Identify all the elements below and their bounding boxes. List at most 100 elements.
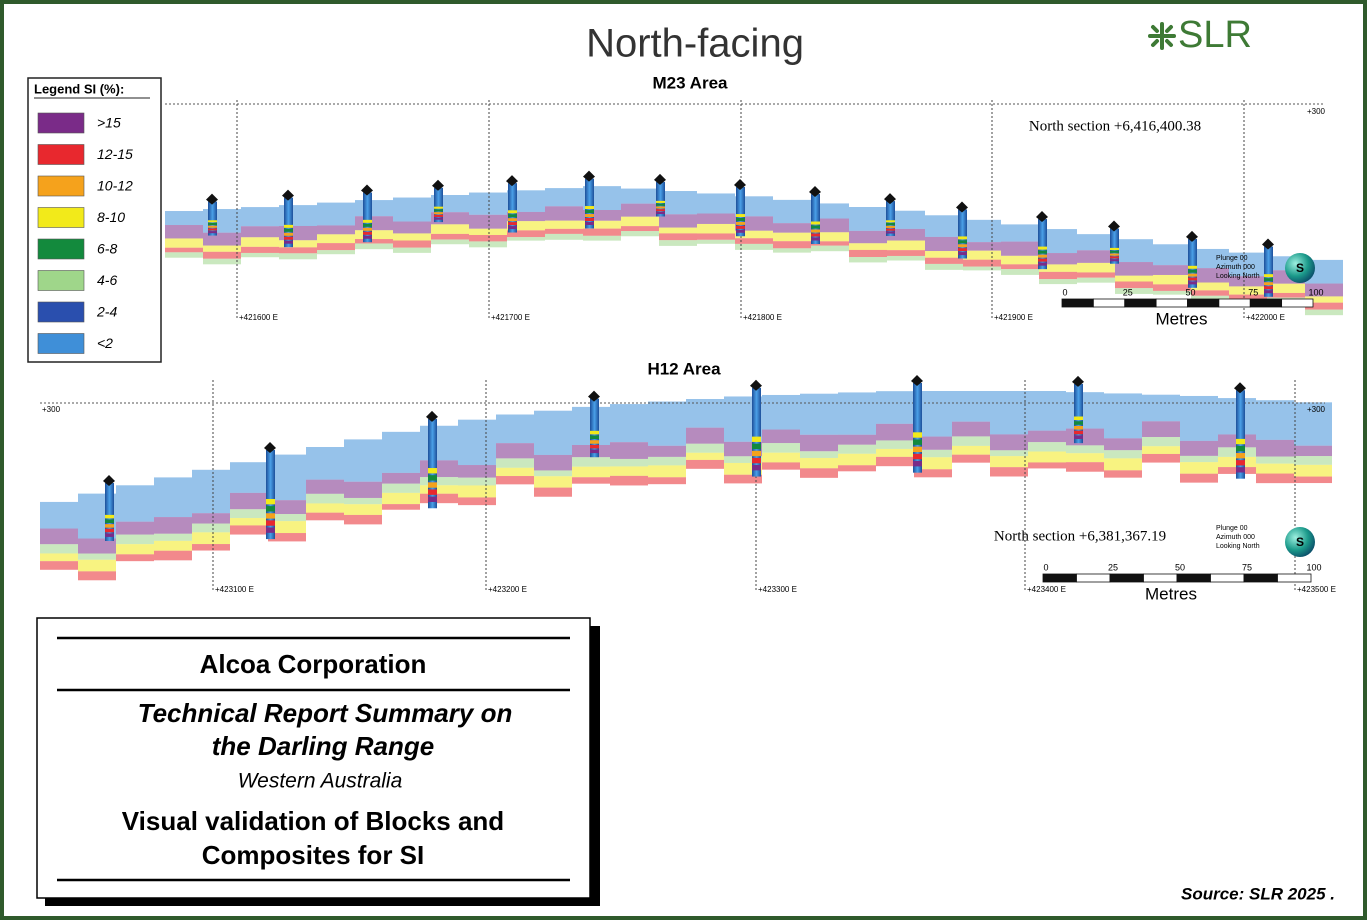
drill-sample [1236, 445, 1245, 452]
block [762, 452, 800, 463]
scale-segment [1143, 573, 1178, 583]
drill-sample [958, 244, 967, 248]
collar [654, 173, 666, 185]
block [230, 509, 268, 519]
block [116, 534, 154, 545]
block [1001, 241, 1039, 256]
legend-label: 10-12 [97, 178, 133, 194]
drill-sample [266, 513, 275, 519]
drill-sample [1074, 425, 1083, 430]
scale-segment [1218, 298, 1251, 308]
block [735, 238, 773, 244]
drill-sample [913, 453, 922, 460]
block [990, 456, 1028, 468]
scale-segment [1042, 573, 1077, 583]
block [1256, 456, 1294, 464]
block [1142, 453, 1180, 463]
collar [588, 390, 600, 402]
drill-sample [1038, 254, 1047, 258]
block [1180, 440, 1218, 456]
block [697, 223, 735, 234]
block [697, 213, 735, 224]
drill-hole [1074, 383, 1083, 444]
block [1001, 269, 1039, 275]
block [849, 207, 887, 231]
block [1066, 462, 1104, 472]
block [40, 501, 78, 529]
block [279, 247, 317, 254]
drill-hole [1038, 219, 1047, 270]
drill-sample [590, 435, 599, 440]
drill-sample [913, 461, 922, 467]
block [800, 434, 838, 452]
block [876, 423, 914, 441]
drill-sample [811, 229, 820, 233]
block [773, 223, 811, 233]
drill-sample [208, 231, 217, 234]
block [355, 216, 393, 231]
block [838, 453, 876, 466]
block [610, 442, 648, 459]
title-block: Alcoa Corporation Technical Report Summa… [36, 617, 600, 906]
drill-sample [1188, 269, 1197, 273]
drill-hole [585, 178, 594, 229]
block [545, 220, 583, 229]
section: +423100 E +423200 E +423300 E +423400 E +423… [40, 359, 1336, 603]
scale-segment [1176, 573, 1211, 583]
drill-sample [590, 440, 599, 444]
collar [361, 184, 373, 196]
scale-segment [1076, 573, 1111, 583]
easting-label: +423400 E [1027, 585, 1066, 594]
drill-sample [886, 228, 895, 231]
drill-sample [1264, 282, 1273, 286]
block [393, 240, 431, 248]
collar [734, 179, 746, 190]
block [1039, 271, 1077, 280]
block [1142, 394, 1180, 422]
orientation: Looking North [1216, 543, 1260, 550]
drill-hole [1236, 390, 1245, 479]
block [621, 226, 659, 232]
drill-sample [208, 222, 217, 226]
scale-label: 50 [1175, 562, 1185, 572]
block [648, 477, 686, 485]
drill-sample [886, 223, 895, 226]
drill-sample [1264, 290, 1273, 294]
block [458, 419, 496, 466]
block [344, 514, 382, 525]
drill-sample [958, 236, 967, 240]
block [990, 450, 1028, 457]
block [78, 553, 116, 560]
drill-hole [434, 187, 443, 223]
drill-sample [1038, 258, 1047, 262]
scale-segment [1243, 573, 1278, 583]
block [887, 240, 925, 251]
block [773, 232, 811, 242]
drill-sample [508, 222, 517, 226]
drill-sample [434, 217, 443, 220]
drill-sample [1236, 460, 1245, 466]
drill-sample [585, 206, 594, 210]
legend-swatch [37, 144, 85, 165]
block [686, 452, 724, 460]
block [849, 230, 887, 244]
block [572, 466, 610, 478]
block [382, 504, 420, 510]
block [1104, 470, 1142, 478]
drill-sample [590, 449, 599, 454]
block [507, 237, 545, 241]
legend-label: >15 [97, 115, 121, 131]
block [648, 445, 686, 457]
block [914, 457, 952, 470]
scale-label: 0 [1062, 287, 1067, 297]
elevation-label: +300 [42, 405, 61, 414]
compass-letter: S [1296, 261, 1304, 275]
drill-sample [585, 218, 594, 222]
easting-label: +421800 E [743, 313, 782, 322]
drill-sample [508, 226, 517, 230]
block [1153, 265, 1191, 275]
drill-hole [1188, 238, 1197, 288]
block [458, 485, 496, 498]
scale-segment [1187, 298, 1220, 308]
block [686, 443, 724, 453]
